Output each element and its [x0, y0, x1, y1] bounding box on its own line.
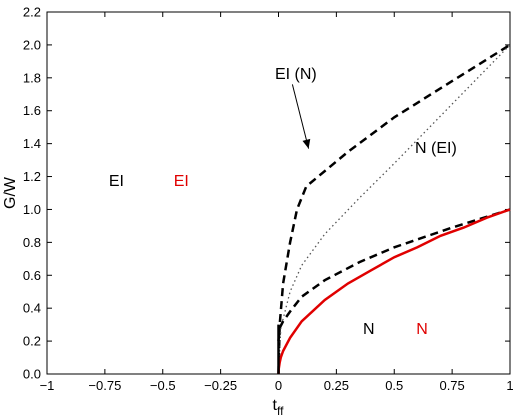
x-axis-label-subscript: ff — [277, 404, 284, 418]
x-tick-label: 0 — [275, 378, 282, 393]
x-tick-label: −0.25 — [204, 378, 237, 393]
y-axis-label: G/W — [2, 176, 19, 209]
region-label-2: EI — [174, 173, 189, 190]
x-axis-label: tff — [273, 397, 285, 418]
series-3-line — [277, 208, 511, 342]
y-tick-label: 0.4 — [23, 301, 41, 316]
axis-tick-labels: −1 −0.75 −0.5 −0.25 0 0.25 0.5 0.75 1 0.0 0.2 0.4 0.… — [23, 5, 514, 394]
plot-area — [46, 11, 511, 375]
y-tick-label: 1.2 — [23, 169, 41, 184]
y-tick-label: 2.0 — [23, 37, 41, 52]
y-tick-label: 0.8 — [23, 235, 41, 250]
y-tick-label: 2.2 — [23, 5, 41, 20]
annotation-arrow-line — [291, 84, 310, 149]
x-tick-label: −1 — [40, 378, 55, 393]
region-label-5: N — [363, 321, 375, 338]
x-tick-label: 0.75 — [439, 378, 464, 393]
y-tick-label: 0.0 — [23, 367, 41, 382]
region-label-4: N (EI) — [415, 140, 457, 157]
region-label-3: EI (N) — [275, 66, 317, 83]
y-tick-label: 0.2 — [23, 334, 41, 349]
x-tick-label: 0.5 — [385, 378, 403, 393]
region-label-1: EI — [109, 173, 124, 190]
y-tick-label: 1.6 — [23, 103, 41, 118]
series-4-line — [277, 208, 511, 375]
series-2-line — [277, 44, 511, 375]
series-layer — [277, 43, 511, 375]
x-tick-label: 1 — [506, 378, 513, 393]
y-tick-label: 1.8 — [23, 70, 41, 85]
y-tick-label: 0.6 — [23, 268, 41, 283]
x-tick-label: 0.25 — [324, 378, 349, 393]
region-label-6: N — [416, 321, 428, 338]
x-axis-label-main: t — [273, 397, 278, 414]
annotation-arrow-head — [302, 138, 311, 149]
y-tick-label: 1.4 — [23, 136, 41, 151]
series-1-line — [277, 43, 511, 375]
x-tick-label: −0.75 — [88, 378, 121, 393]
annotations-layer: EI EI EI (N) N (EI) N N — [109, 66, 457, 338]
x-tick-label: −0.5 — [150, 378, 176, 393]
y-tick-label: 1.0 — [23, 202, 41, 217]
